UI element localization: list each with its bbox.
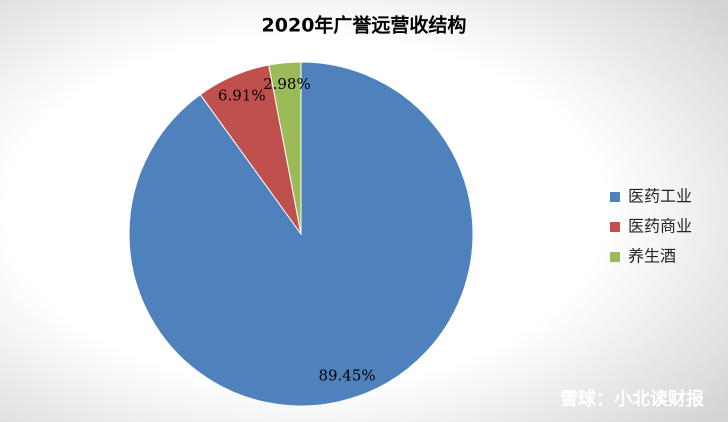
- watermark: 雪球：小北读财报: [560, 388, 704, 410]
- legend-swatch: [610, 192, 620, 202]
- data-label: 6.91%: [218, 87, 266, 105]
- legend-label: 医药工业: [628, 187, 692, 206]
- legend-label: 养生酒: [628, 247, 676, 266]
- data-label: 89.45%: [318, 366, 375, 384]
- legend-label: 医药商业: [628, 217, 692, 236]
- legend-swatch: [610, 252, 620, 262]
- data-label: 2.98%: [263, 75, 311, 93]
- legend-swatch: [610, 222, 620, 232]
- chart-title: 2020年广誉远营收结构: [262, 14, 467, 37]
- pie-slice: [268, 61, 302, 235]
